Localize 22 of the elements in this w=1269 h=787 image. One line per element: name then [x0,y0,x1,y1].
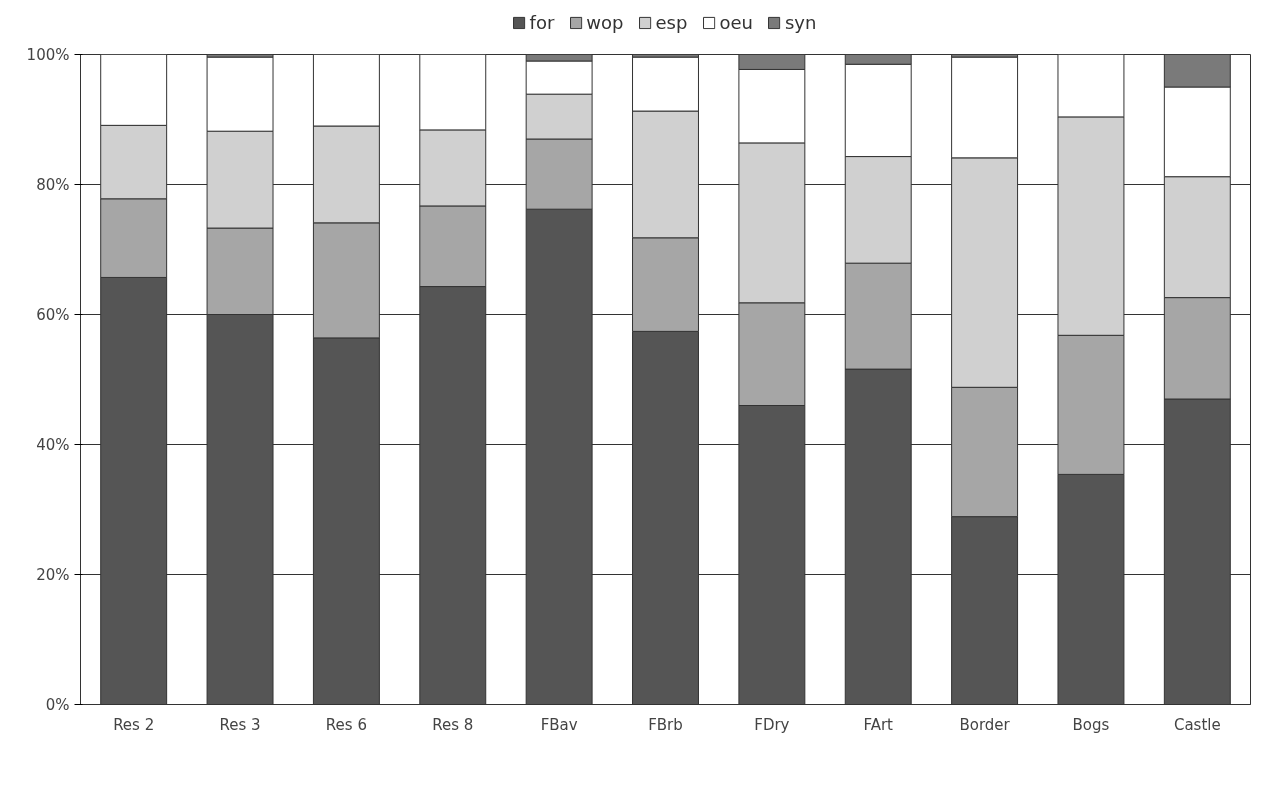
x-tick-label: Res 6 [325,715,367,734]
y-tick-label: 0% [45,695,70,714]
legend-label: for [529,11,555,33]
y-tick-label: 60% [36,305,70,324]
x-tick-label: FBav [540,715,578,734]
y-tick-label: 20% [36,565,70,584]
y-tick-label: 80% [36,175,70,194]
x-tick-label: FDry [754,715,790,734]
x-tick-label: Bogs [1072,715,1110,734]
x-tick-label: Res 3 [219,715,261,734]
x-tick-label: Castle [1173,715,1221,734]
y-tick-label: 40% [36,435,70,454]
legend-label: syn [784,11,817,33]
x-tick-label: FBrb [648,715,683,734]
legend-label: esp [655,11,688,33]
y-tick-label: 100% [26,45,70,64]
legend-label: oeu [719,11,753,33]
x-tick-label: Res 2 [113,715,155,734]
legend-label: wop [586,11,624,33]
x-tick-label: FArt [863,715,894,734]
x-tick-label: Border [959,715,1011,734]
x-tick-label: Res 8 [432,715,474,734]
